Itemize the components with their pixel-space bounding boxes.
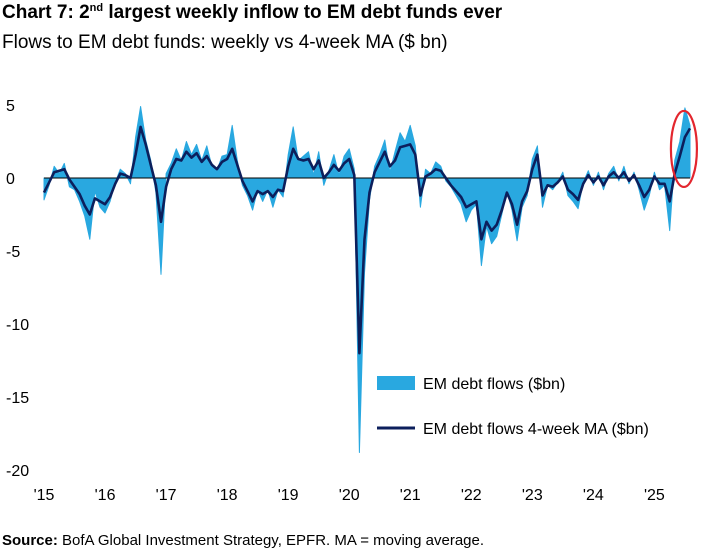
y-tick-label: -15	[6, 390, 29, 407]
highlight-circle	[669, 109, 699, 189]
x-tick-label: '19	[278, 487, 299, 504]
x-tick-label: '23	[522, 487, 543, 504]
x-tick-label: '25	[644, 487, 665, 504]
flows-chart: 5 0 -5 -10 -15 -20 '15 '16 '17 '18 '19 '20 '21 '22 '23…	[6, 98, 699, 504]
title-superscript: nd	[89, 2, 104, 14]
title-suffix: largest weekly inflow to EM debt funds e…	[103, 2, 503, 23]
y-tick-label: -10	[6, 317, 29, 334]
y-tick-label: -20	[6, 463, 29, 480]
legend-swatch-weekly	[377, 376, 415, 390]
chart-subtitle: Flows to EM debt funds: weekly vs 4-week…	[2, 32, 448, 53]
x-tick-label: '18	[217, 487, 238, 504]
y-tick-label: 0	[6, 171, 15, 188]
chart-title: Chart 7: 2nd largest weekly inflow to EM…	[2, 2, 502, 24]
legend-label-ma: EM debt flows 4-week MA ($bn)	[423, 421, 649, 438]
legend-label-weekly: EM debt flows ($bn)	[423, 376, 565, 393]
x-tick-label: '20	[339, 487, 360, 504]
series-weekly-flows-area	[43, 106, 691, 453]
source-label: Source:	[2, 532, 58, 549]
x-tick-label: '16	[95, 487, 116, 504]
x-tick-label: '17	[156, 487, 177, 504]
x-tick-label: '21	[400, 487, 421, 504]
y-tick-label: 5	[6, 98, 15, 115]
source-text: BofA Global Investment Strategy, EPFR. M…	[57, 532, 485, 549]
source-note: Source: BofA Global Investment Strategy,…	[2, 532, 484, 549]
title-prefix: Chart 7: 2	[2, 2, 90, 23]
x-tick-label: '24	[583, 487, 604, 504]
x-tick-label: '22	[461, 487, 482, 504]
y-tick-label: -5	[6, 244, 20, 261]
series-4-week-ma-line	[42, 125, 692, 355]
x-tick-label: '15	[34, 487, 55, 504]
